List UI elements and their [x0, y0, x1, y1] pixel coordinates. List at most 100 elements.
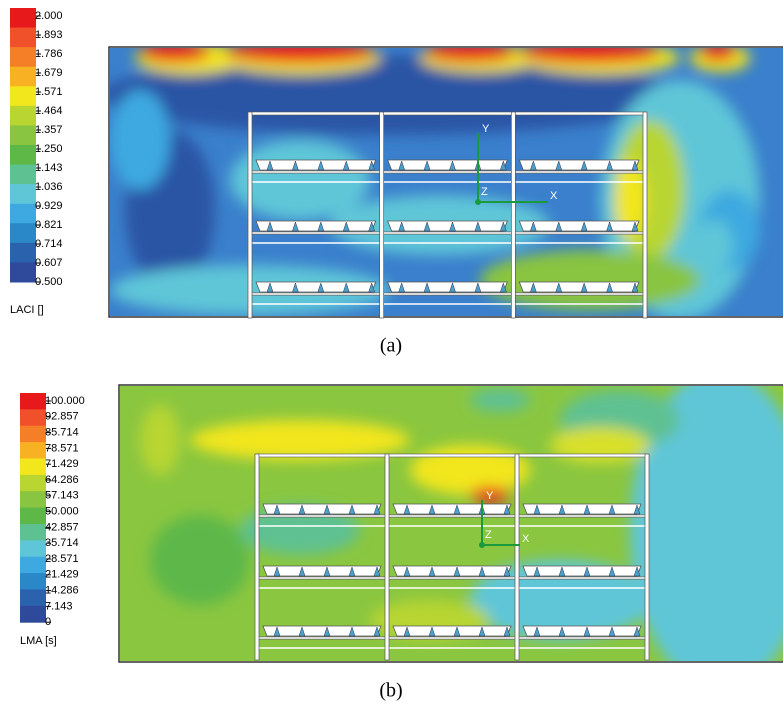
colorbar-label: 1.571 — [35, 86, 63, 98]
colorbar-segment — [20, 540, 46, 557]
colorbar-segment — [20, 458, 46, 475]
caption: (b) — [379, 680, 402, 702]
colorbar-label: 57.143 — [45, 490, 79, 502]
colorbar-label: 0.821 — [35, 219, 63, 231]
rack-post — [248, 112, 252, 318]
rack-post — [645, 454, 649, 660]
colorbar-label: 78.571 — [45, 442, 79, 454]
colorbar-segment — [10, 67, 36, 87]
colorbar-segment — [20, 589, 46, 606]
colorbar-segment — [10, 125, 36, 145]
colorbar-segment — [20, 409, 46, 426]
colorbar-label: 1.786 — [35, 48, 63, 60]
colorbar-label: 28.571 — [45, 553, 79, 565]
rack-top — [250, 112, 645, 115]
colorbar-segment — [10, 223, 36, 243]
tray — [523, 566, 641, 576]
tray — [388, 282, 508, 292]
colorbar-label: 1.893 — [35, 29, 63, 41]
axis-label-z: Z — [485, 529, 492, 541]
tray — [519, 221, 639, 231]
colorbar-label: 1.036 — [35, 181, 63, 193]
colorbar-segment — [20, 426, 46, 443]
colorbar-label: 1.143 — [35, 162, 63, 174]
tray — [263, 504, 381, 514]
figure: 2.000 1.893 1.786 1.679 1.571 1.464 1.357 1.250… — [0, 0, 783, 704]
colorbar-segment — [10, 47, 36, 67]
tray — [388, 221, 508, 231]
tray — [393, 626, 511, 636]
colorbar-label: 71.429 — [45, 458, 79, 470]
rack-post — [385, 454, 389, 660]
colorbar-segment — [20, 393, 46, 410]
colorbar-label: 1.357 — [35, 124, 63, 136]
colorbar-label: 92.857 — [45, 411, 79, 423]
colorbar-label: 0.500 — [35, 276, 63, 288]
axis-label-y: Y — [486, 490, 494, 502]
colorbar-segment — [20, 524, 46, 541]
colorbar-segment — [10, 243, 36, 263]
colorbar-label: 85.714 — [45, 427, 79, 439]
colorbar-label: 0.929 — [35, 200, 63, 212]
colorbar-label: 0 — [45, 616, 51, 628]
tray — [523, 626, 641, 636]
tray — [263, 566, 381, 576]
colorbar-label: 42.857 — [45, 521, 79, 533]
axis-origin — [475, 199, 481, 205]
tray — [256, 221, 376, 231]
rack-post — [515, 454, 519, 660]
axis-label-x: X — [522, 533, 530, 545]
axis-label-y: Y — [482, 123, 490, 135]
colorbar-segment — [10, 262, 36, 282]
axis-origin — [479, 542, 485, 548]
colorbar-segment — [20, 606, 46, 623]
colorbar-segment — [20, 508, 46, 525]
colorbar-label: 35.714 — [45, 537, 79, 549]
colorbar-segment — [20, 557, 46, 574]
legend-title: LACI [] — [10, 304, 44, 316]
colorbar-segment — [10, 8, 36, 28]
colorbar-segment — [10, 184, 36, 204]
colorbar-segment — [20, 475, 46, 492]
colorbar-label: 1.679 — [35, 67, 63, 79]
colorbar-label: 1.464 — [35, 105, 63, 117]
colorbar-segment — [10, 204, 36, 224]
tray — [388, 160, 508, 170]
rack-post — [380, 112, 384, 318]
colorbar-label: 50.000 — [45, 506, 79, 518]
tray — [256, 160, 376, 170]
caption: (a) — [380, 335, 402, 357]
tray — [393, 504, 511, 514]
axis-label-z: Z — [481, 186, 488, 198]
colorbar-segment — [10, 145, 36, 165]
colorbar-label: 100.000 — [45, 395, 85, 407]
tray — [519, 160, 639, 170]
colorbar-label: 0.714 — [35, 238, 63, 250]
contour-b — [119, 370, 783, 690]
rack-post — [255, 454, 259, 660]
legend-title: LMA [s] — [20, 635, 57, 647]
colorbar-segment — [10, 86, 36, 106]
rack-post — [643, 112, 647, 318]
tray — [519, 282, 639, 292]
colorbar-segment — [20, 442, 46, 459]
tray — [263, 626, 381, 636]
contour-a — [100, 41, 783, 320]
colorbar-segment — [20, 491, 46, 508]
colorbar-segment — [10, 165, 36, 185]
colorbar-label: 7.143 — [45, 600, 73, 612]
tray — [393, 566, 511, 576]
colorbar-segment — [10, 28, 36, 48]
tray — [523, 504, 641, 514]
colorbar-label: 14.286 — [45, 585, 79, 597]
rack-post — [511, 112, 515, 318]
rack-top — [257, 454, 647, 457]
colorbar-label: 1.250 — [35, 143, 63, 155]
colorbar-label: 2.000 — [35, 10, 63, 22]
axis-label-x: X — [550, 190, 558, 202]
colorbar-segment — [20, 573, 46, 590]
colorbar-label: 64.286 — [45, 474, 79, 486]
colorbar-segment — [10, 106, 36, 126]
colorbar-label: 21.429 — [45, 569, 79, 581]
tray — [256, 282, 376, 292]
